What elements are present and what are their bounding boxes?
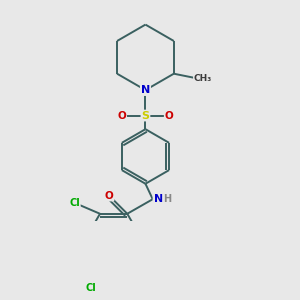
Text: H: H xyxy=(163,194,171,204)
Text: S: S xyxy=(142,110,149,121)
Text: Cl: Cl xyxy=(69,198,80,208)
Text: Cl: Cl xyxy=(85,283,96,293)
Text: N: N xyxy=(154,194,163,204)
Text: N: N xyxy=(141,85,150,95)
Text: CH₃: CH₃ xyxy=(194,74,212,83)
Text: O: O xyxy=(105,190,113,201)
Text: O: O xyxy=(117,110,126,121)
Text: O: O xyxy=(165,110,173,121)
